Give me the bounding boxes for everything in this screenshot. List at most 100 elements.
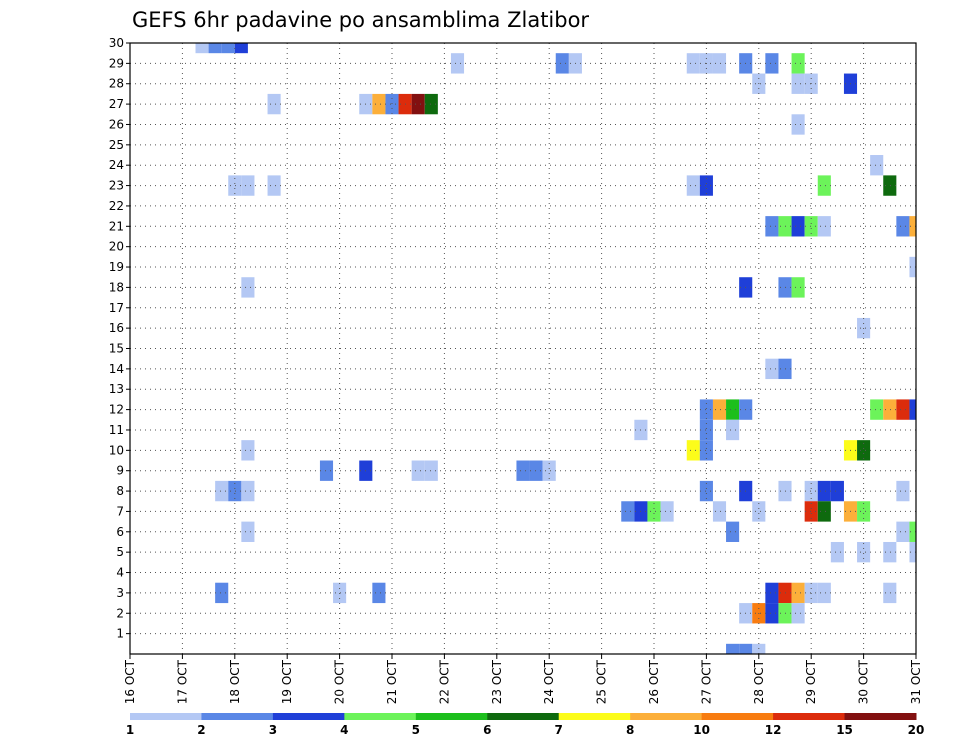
data-cell [241,480,255,502]
data-cell [529,460,543,481]
data-cell [221,43,235,54]
data-cell [791,216,805,237]
y-tick-label: 29 [109,56,124,70]
x-tick-label: 31 OCT [909,659,923,704]
data-cell [241,277,255,298]
y-tick-label: 22 [109,199,124,213]
data-cell [909,399,916,420]
data-cell [699,419,713,441]
data-cell [883,582,897,604]
data-cell [424,93,438,115]
x-tick-label: 18 OCT [228,659,242,704]
y-tick-label: 19 [109,260,124,274]
y-tick-label: 1 [116,627,124,641]
data-cell [516,460,530,481]
x-tick-label: 21 OCT [385,659,399,704]
data-cell [739,643,753,654]
data-cell [712,399,727,420]
y-tick-label: 12 [109,403,124,417]
data-cell [909,256,916,278]
x-tick-label: 25 OCT [595,659,609,704]
data-cell [686,440,700,461]
colorbar-swatch [344,713,417,720]
data-cell [817,501,831,522]
chart-title: GEFS 6hr padavine po ansamblima Zlatibor [132,8,589,32]
x-tick-label: 29 OCT [804,659,818,704]
data-cell [450,53,465,74]
data-cell [909,521,916,542]
data-cell [765,53,779,74]
colorbar-swatch [415,713,488,720]
colorbar-swatch [558,713,631,720]
y-tick-label: 6 [116,525,124,539]
data-cell [752,501,766,522]
data-cell [804,216,818,237]
y-tick-label: 27 [109,97,124,111]
data-cell [896,216,910,237]
colorbar-swatch [487,713,560,720]
data-cell [699,480,713,502]
data-cell [267,93,281,115]
data-cell [411,460,425,481]
y-tick-label: 18 [109,280,124,294]
y-tick-label: 28 [109,77,124,91]
y-tick-label: 17 [109,301,124,315]
data-cell [817,175,831,196]
data-cell [699,440,713,461]
data-cell [791,73,805,94]
data-cell [909,216,916,237]
y-tick-label: 9 [116,464,124,478]
x-tick-label: 30 OCT [857,659,871,704]
data-cell [686,53,700,74]
data-cell [896,399,910,420]
data-cell [385,93,399,115]
y-tick-label: 13 [109,382,124,396]
data-cell [647,501,661,522]
data-cell [765,216,779,237]
x-tick-label: 22 OCT [437,659,451,704]
data-cell [686,175,700,196]
y-tick-label: 30 [109,36,124,50]
data-cell [267,175,281,196]
data-cell [726,521,740,542]
x-tick-label: 20 OCT [333,659,347,704]
data-cell [817,480,831,502]
data-cell [857,440,871,461]
data-cell [883,399,897,420]
data-cell [765,358,779,380]
colorbar-swatch [773,713,846,720]
colorbar-label: 5 [412,723,420,737]
data-cell [424,460,438,481]
y-tick-label: 15 [109,342,124,356]
data-cell [726,399,740,420]
x-tick-label: 27 OCT [699,659,713,704]
x-tick-label: 23 OCT [490,659,504,704]
colorbar-label: 12 [765,723,782,737]
data-cell [791,603,805,624]
y-tick-label: 20 [109,240,124,254]
data-cell [621,501,635,522]
data-cell [195,43,209,54]
y-tick-label: 10 [109,443,124,457]
data-cell [228,480,242,502]
x-tick-label: 19 OCT [280,659,294,704]
y-tick-label: 7 [116,504,124,518]
colorbar-swatch [272,713,345,720]
data-cell [817,582,831,604]
x-tick-label: 16 OCT [123,659,137,704]
colorbar-label: 20 [908,723,925,737]
data-cell [712,501,727,522]
x-tick-label: 24 OCT [542,659,556,704]
colorbar: 1 2 3 4 5 6 7 8 10 12 15 20 [126,713,925,737]
data-cell [791,277,805,298]
data-cell [241,440,255,461]
data-cell [830,541,844,563]
data-cell [870,399,884,420]
x-tick-label: 28 OCT [752,659,766,704]
colorbar-swatch [201,713,274,720]
data-cell [208,43,222,54]
data-cell [765,603,779,624]
data-cell [830,480,844,502]
y-tick-label: 16 [109,321,124,335]
